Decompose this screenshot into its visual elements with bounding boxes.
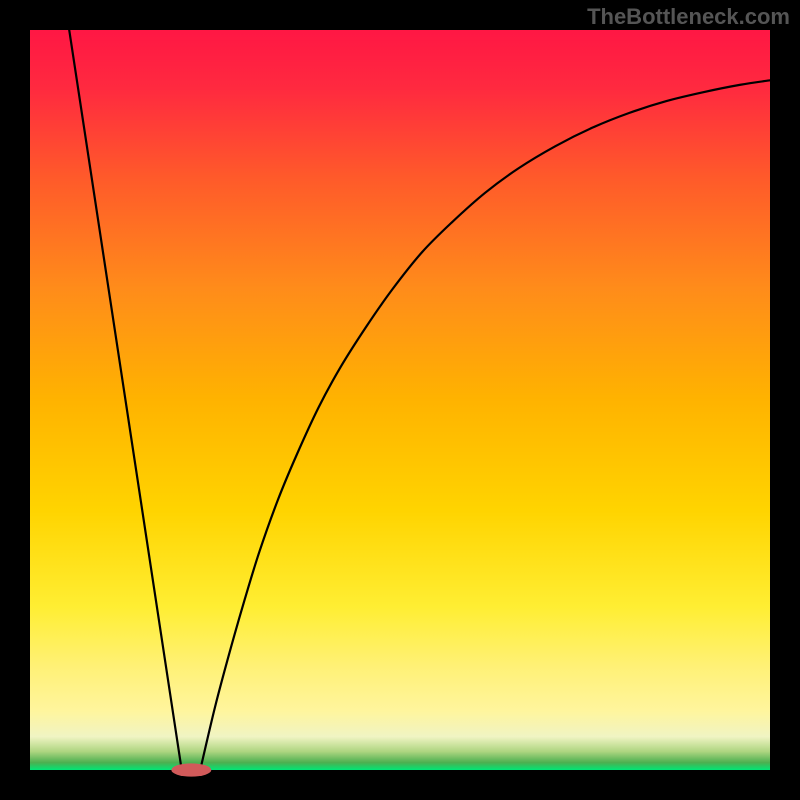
bottleneck-chart: TheBottleneck.com <box>0 0 800 800</box>
watermark-text: TheBottleneck.com <box>587 4 790 30</box>
optimal-marker <box>171 763 211 776</box>
chart-svg <box>0 0 800 800</box>
plot-background <box>30 30 770 770</box>
